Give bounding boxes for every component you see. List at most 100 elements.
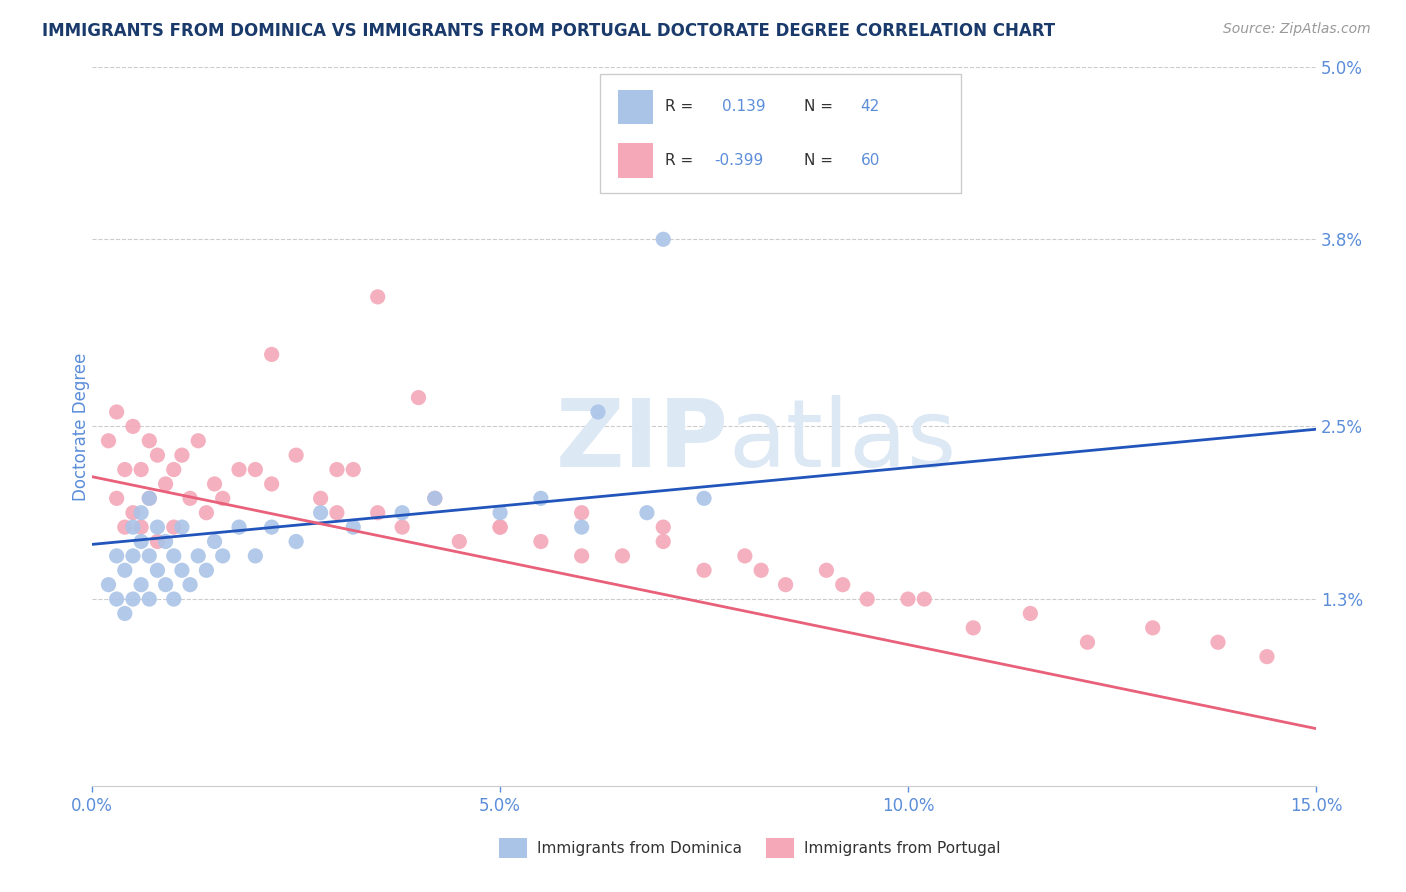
Point (114, 462, 136, 476)
Bar (619, 90, 652, 124)
Point (245, 549, 267, 563)
Point (163, 549, 186, 563)
Point (815, 563, 838, 577)
Point (129, 577, 152, 591)
Point (187, 434, 209, 448)
Point (163, 592, 186, 607)
Point (260, 520, 283, 534)
Point (146, 520, 169, 534)
Point (170, 520, 193, 534)
Text: Source: ZipAtlas.com: Source: ZipAtlas.com (1223, 22, 1371, 37)
Text: 0.139: 0.139 (723, 100, 766, 114)
Point (122, 549, 145, 563)
Point (391, 520, 413, 534)
Point (163, 520, 186, 534)
FancyBboxPatch shape (600, 74, 962, 193)
Point (326, 462, 349, 476)
Point (170, 563, 193, 577)
Point (170, 448, 193, 462)
Text: 60: 60 (860, 153, 880, 168)
Point (489, 520, 512, 534)
Point (749, 563, 772, 577)
Text: atlas: atlas (728, 395, 956, 487)
Point (228, 462, 250, 476)
Point (211, 549, 233, 563)
Point (285, 448, 308, 462)
Text: Immigrants from Portugal: Immigrants from Portugal (804, 841, 1001, 855)
Point (138, 592, 160, 607)
Point (734, 549, 756, 563)
Point (105, 491, 128, 506)
Point (260, 347, 283, 361)
Point (155, 577, 177, 591)
Point (228, 520, 250, 534)
Y-axis label: Doctorate Degree: Doctorate Degree (72, 352, 90, 500)
Text: IMMIGRANTS FROM DOMINICA VS IMMIGRANTS FROM PORTUGAL DOCTORATE DEGREE CORRELATIO: IMMIGRANTS FROM DOMINICA VS IMMIGRANTS F… (42, 22, 1056, 40)
Point (326, 506, 349, 520)
Point (195, 563, 218, 577)
Point (831, 577, 853, 591)
Point (612, 549, 634, 563)
Point (187, 549, 209, 563)
Point (775, 577, 797, 591)
Point (1142, 621, 1164, 635)
Text: ZIP: ZIP (555, 395, 728, 487)
Point (391, 506, 413, 520)
Point (408, 391, 430, 405)
Point (449, 534, 471, 549)
Point (342, 462, 364, 476)
Point (260, 477, 283, 491)
Point (571, 520, 593, 534)
Point (489, 506, 512, 520)
Point (146, 534, 169, 549)
Point (146, 563, 169, 577)
Bar (619, 144, 652, 178)
Text: -0.399: -0.399 (714, 153, 763, 168)
Point (138, 491, 160, 506)
Point (211, 491, 233, 506)
Point (423, 491, 446, 506)
Point (122, 506, 145, 520)
Point (652, 232, 675, 246)
Point (586, 405, 609, 419)
Text: Immigrants from Dominica: Immigrants from Dominica (537, 841, 742, 855)
Point (163, 462, 186, 476)
Point (897, 592, 920, 607)
Point (367, 290, 389, 304)
Point (1076, 635, 1098, 649)
Text: N =: N = (804, 100, 834, 114)
Point (122, 520, 145, 534)
Point (204, 534, 226, 549)
Text: R =: R = (665, 100, 693, 114)
Point (571, 549, 593, 563)
Point (204, 477, 226, 491)
Point (146, 448, 169, 462)
Point (155, 477, 177, 491)
Point (129, 520, 152, 534)
Point (245, 462, 267, 476)
Point (636, 506, 658, 520)
Point (105, 549, 128, 563)
Point (571, 506, 593, 520)
Point (962, 621, 984, 635)
Point (129, 462, 152, 476)
Point (856, 592, 879, 607)
Text: 42: 42 (860, 100, 880, 114)
Point (97, 434, 120, 448)
Point (179, 491, 201, 506)
Point (129, 534, 152, 549)
Point (1019, 607, 1042, 621)
Point (912, 592, 935, 607)
Point (122, 592, 145, 607)
Point (342, 520, 364, 534)
Point (114, 520, 136, 534)
Point (138, 434, 160, 448)
Point (138, 549, 160, 563)
Point (114, 563, 136, 577)
Point (367, 506, 389, 520)
Point (179, 577, 201, 591)
Point (693, 491, 716, 506)
Point (122, 419, 145, 434)
Text: R =: R = (665, 153, 693, 168)
Text: N =: N = (804, 153, 834, 168)
